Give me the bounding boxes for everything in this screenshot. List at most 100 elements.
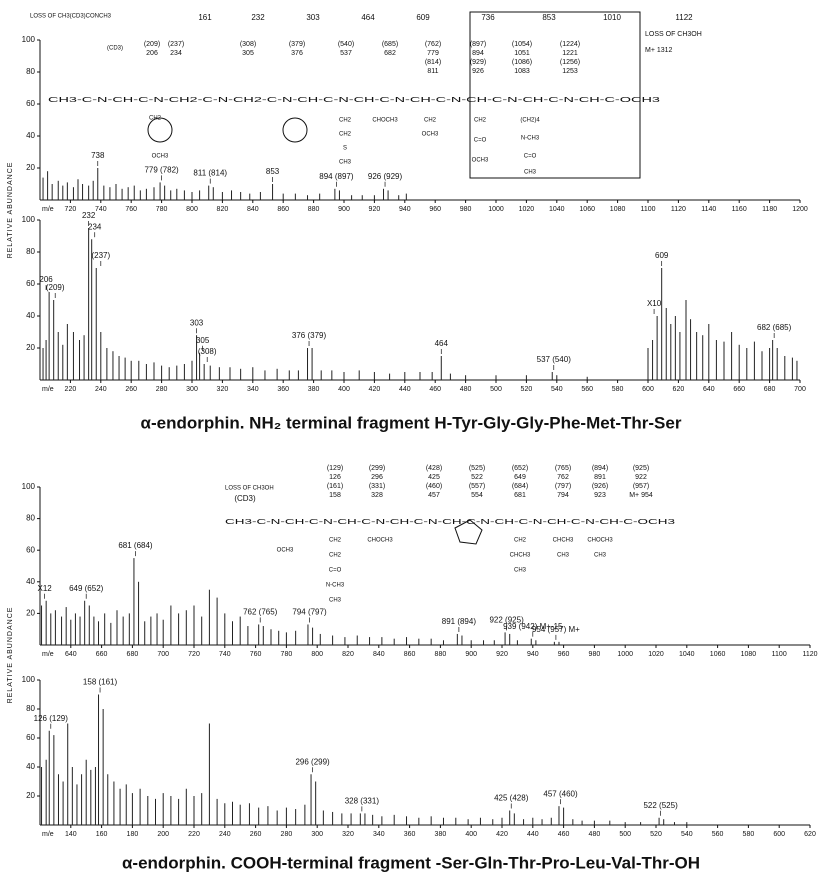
side-group: CH3 bbox=[339, 160, 352, 166]
x-tick-label: 300 bbox=[186, 386, 198, 393]
peak-label: 954 (957) M+ bbox=[532, 625, 580, 634]
x-axis-label: m/e bbox=[42, 386, 54, 393]
fragment-mass: (1256) bbox=[560, 59, 580, 66]
side-group: CHOCH3 bbox=[587, 538, 613, 544]
fragment-mass: 328 bbox=[371, 492, 383, 499]
x-tick-label: 680 bbox=[127, 651, 139, 658]
peak-label: 305 bbox=[196, 336, 210, 345]
side-group: CH2 bbox=[424, 118, 437, 124]
x-tick-label: 260 bbox=[125, 386, 137, 393]
x-tick-label: 140 bbox=[65, 831, 77, 838]
side-group: OCH3 bbox=[472, 158, 489, 164]
x-tick-label: 580 bbox=[743, 831, 755, 838]
peak-label: 609 bbox=[655, 251, 669, 260]
x-tick-label: 200 bbox=[157, 831, 169, 838]
peak-label: 232 bbox=[82, 211, 96, 220]
x-tick-label: 840 bbox=[247, 206, 259, 213]
x-tick-label: 700 bbox=[794, 386, 806, 393]
x-tick-label: 220 bbox=[65, 386, 77, 393]
side-group: CH3 bbox=[524, 170, 537, 176]
x-tick-label: 1000 bbox=[488, 206, 504, 213]
fragment-mass: 926 bbox=[472, 68, 484, 75]
fragment-mass: 922 bbox=[635, 474, 647, 481]
peak-label: (308) bbox=[198, 347, 217, 356]
x-tick-label: 320 bbox=[217, 386, 229, 393]
peak-label: 464 bbox=[435, 339, 449, 348]
peak-label: 425 (428) bbox=[494, 794, 529, 803]
fragment-mass: 206 bbox=[146, 50, 158, 57]
x-axis-label: m/e bbox=[42, 831, 54, 838]
fragment-mass: (161) bbox=[327, 483, 343, 490]
fragment-mass: 794 bbox=[557, 492, 569, 499]
fragment-mass: 554 bbox=[471, 492, 483, 499]
x-tick-label: 520 bbox=[521, 386, 533, 393]
x-tick-label: 820 bbox=[217, 206, 229, 213]
x-tick-label: 760 bbox=[125, 206, 137, 213]
peak-label: 853 bbox=[266, 167, 280, 176]
structure-box bbox=[469, 11, 641, 179]
peak-label: 376 (379) bbox=[292, 331, 327, 340]
fragment-mass: 736 bbox=[481, 13, 495, 22]
x-tick-label: 900 bbox=[338, 206, 350, 213]
peak-label: 926 (929) bbox=[368, 172, 403, 181]
peak-label: 158 (161) bbox=[83, 678, 118, 687]
fragment-mass: (379) bbox=[289, 41, 305, 48]
y-tick-label: 80 bbox=[26, 514, 35, 523]
peak-label: 922 (925) bbox=[489, 615, 524, 624]
fragment-mass: 537 bbox=[340, 50, 352, 57]
x-tick-label: 440 bbox=[399, 386, 411, 393]
y-tick-label: 100 bbox=[22, 35, 36, 44]
fragment-mass: 303 bbox=[306, 13, 320, 22]
x-tick-label: 240 bbox=[95, 386, 107, 393]
side-group: C=O bbox=[474, 138, 487, 144]
y-tick-label: 100 bbox=[22, 215, 36, 224]
peak-label: 811 (814) bbox=[193, 169, 227, 178]
loss-label: LOSS OF CH3(CD3)CONCH3 bbox=[30, 14, 112, 20]
x-tick-label: 780 bbox=[156, 206, 168, 213]
fragment-mass: 234 bbox=[170, 50, 182, 57]
x-tick-label: 360 bbox=[277, 386, 289, 393]
x-tick-label: 760 bbox=[250, 651, 262, 658]
fragment-mass: (765) bbox=[555, 465, 571, 472]
fragment-mass: (557) bbox=[469, 483, 485, 490]
peak-label: 891 (894) bbox=[442, 617, 477, 626]
x-tick-label: 620 bbox=[804, 831, 816, 838]
side-group: C=O bbox=[329, 568, 342, 574]
x-tick-label: 780 bbox=[281, 651, 293, 658]
fragment-mass: 1122 bbox=[675, 13, 693, 22]
x-tick-label: 340 bbox=[373, 831, 385, 838]
x-tick-label: 800 bbox=[311, 651, 323, 658]
peak-label: 939 (942) M+-15 bbox=[503, 622, 563, 631]
x-tick-label: 1200 bbox=[792, 206, 808, 213]
fragment-mass: 376 bbox=[291, 50, 303, 57]
x-tick-label: 1040 bbox=[679, 651, 695, 658]
fragment-mass: (299) bbox=[369, 465, 385, 472]
fragment-mass: 682 bbox=[384, 50, 396, 57]
side-group: CHOCH3 bbox=[372, 118, 398, 124]
x-tick-label: 380 bbox=[435, 831, 447, 838]
x-tick-label: 1160 bbox=[732, 206, 747, 213]
fragment-mass: (685) bbox=[382, 41, 398, 48]
x-tick-label: 660 bbox=[733, 386, 745, 393]
x-tick-label: 860 bbox=[404, 651, 416, 658]
x-tick-label: 260 bbox=[250, 831, 262, 838]
x-tick-label: 380 bbox=[308, 386, 320, 393]
x-tick-label: 1020 bbox=[519, 206, 535, 213]
y-tick-label: 20 bbox=[26, 609, 35, 618]
x-tick-label: 640 bbox=[703, 386, 715, 393]
fragment-mass: 649 bbox=[514, 474, 526, 481]
peak-label: 681 (684) bbox=[118, 541, 153, 550]
x-tick-label: 740 bbox=[95, 206, 107, 213]
x-tick-label: 580 bbox=[612, 386, 624, 393]
x-tick-label: 300 bbox=[311, 831, 323, 838]
x-tick-label: 1060 bbox=[579, 206, 595, 213]
loss-label: LOSS OF CH3OH bbox=[225, 486, 274, 492]
x-tick-label: 1180 bbox=[762, 206, 777, 213]
fragment-mass: (525) bbox=[469, 465, 485, 472]
y-tick-label: 20 bbox=[26, 163, 35, 172]
peak-label: (237) bbox=[91, 251, 110, 260]
y-tick-label: 100 bbox=[22, 482, 36, 491]
x-tick-label: 1000 bbox=[617, 651, 633, 658]
x-tick-label: 240 bbox=[219, 831, 231, 838]
